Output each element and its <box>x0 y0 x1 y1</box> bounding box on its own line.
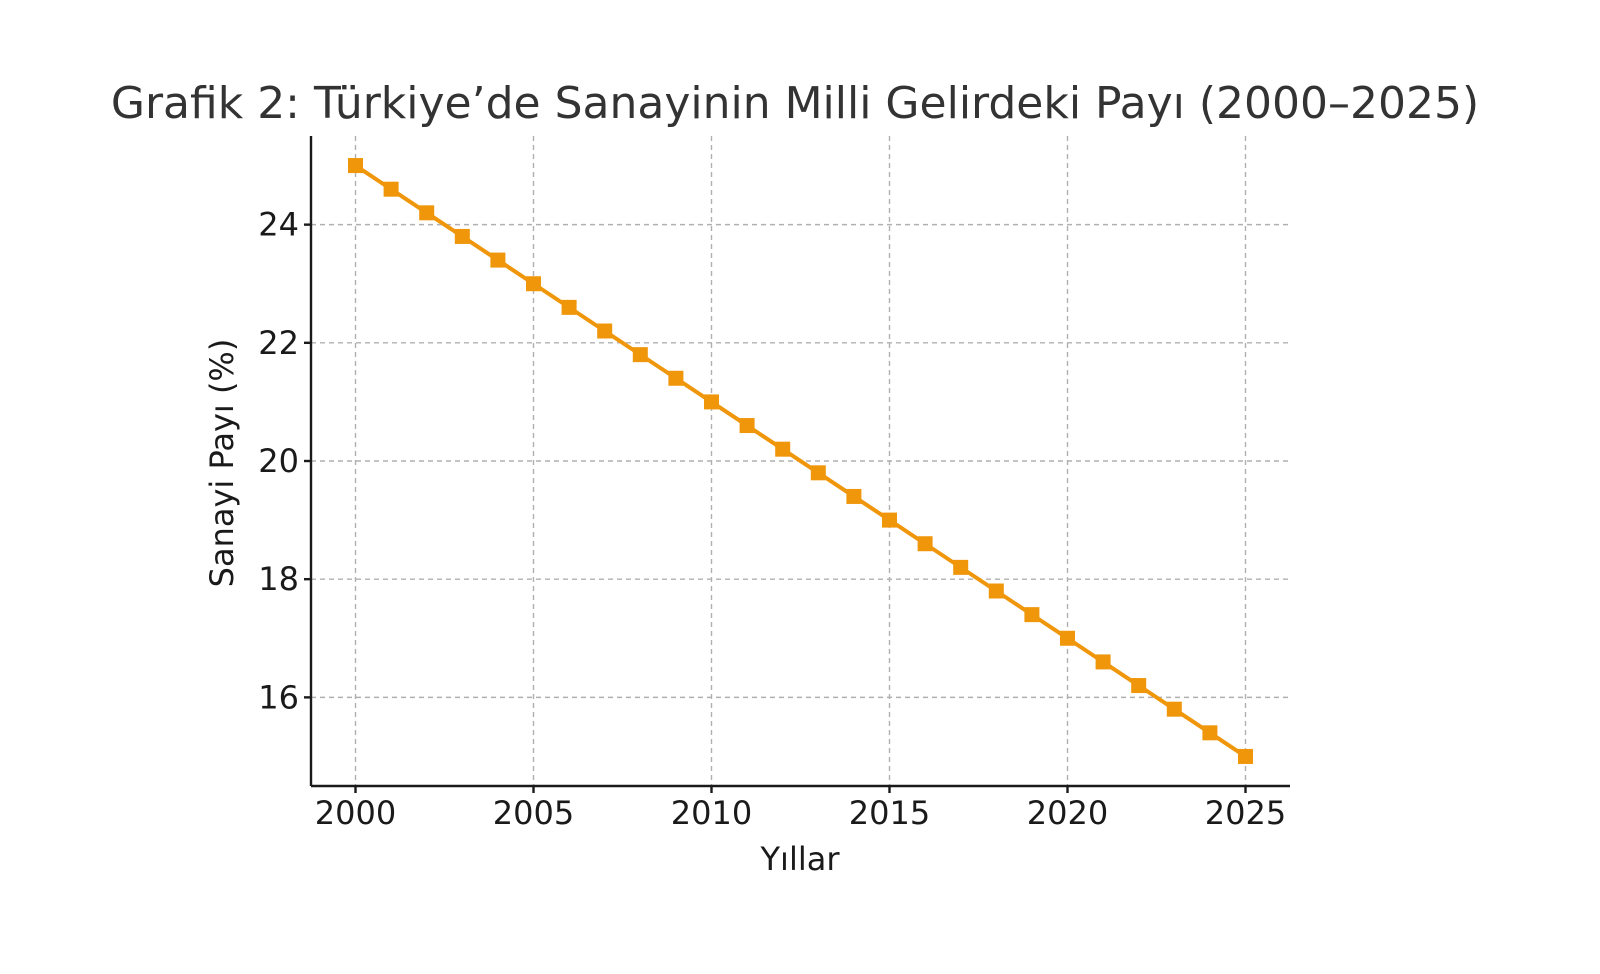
data-point-marker <box>1166 701 1182 717</box>
data-point-marker <box>810 465 826 481</box>
data-point-marker <box>1060 630 1075 646</box>
data-point-marker <box>953 559 969 575</box>
data-point-marker <box>739 418 755 434</box>
data-point-marker <box>526 276 541 292</box>
data-point-marker <box>383 181 399 197</box>
data-point-marker <box>597 323 613 339</box>
grid <box>311 136 1290 786</box>
data-point-marker <box>454 228 470 244</box>
data-point-marker <box>490 252 506 268</box>
axes <box>304 136 1290 793</box>
data-point-marker <box>1095 654 1111 670</box>
data-point-marker <box>917 536 933 552</box>
data-point-marker <box>988 583 1004 599</box>
data-point-marker <box>1024 607 1040 623</box>
data-point-marker <box>1238 748 1253 764</box>
chart-title: Grafik 2: Türkiye’de Sanayinin Milli Gel… <box>111 78 1479 129</box>
data-point-marker <box>348 158 363 174</box>
y-tick-label: 16 <box>258 678 299 716</box>
data-point-marker <box>882 512 897 528</box>
data-point-marker <box>1202 725 1218 741</box>
tick-labels: 2000 2005 2010 2015 2020 2025 16 18 20 22 24 <box>258 206 1286 832</box>
data-point-marker <box>561 299 577 315</box>
y-tick-label: 18 <box>258 560 299 598</box>
series-layer <box>348 158 1253 764</box>
y-tick-label: 24 <box>258 206 299 244</box>
data-point-marker <box>704 394 719 410</box>
x-tick-label: 2025 <box>1205 794 1286 832</box>
y-tick-label: 22 <box>258 324 299 362</box>
data-point-marker <box>632 347 648 363</box>
data-point-marker <box>775 441 791 457</box>
y-axis-label: Sanayi Payı (%) <box>203 339 241 588</box>
data-point-marker <box>668 370 684 386</box>
data-point-marker <box>419 205 435 221</box>
data-point-marker <box>846 488 862 504</box>
x-tick-label: 2005 <box>493 794 574 832</box>
x-tick-label: 2000 <box>315 794 396 832</box>
x-tick-label: 2010 <box>671 794 752 832</box>
data-point-marker <box>1131 678 1147 694</box>
x-tick-label: 2015 <box>849 794 930 832</box>
y-tick-label: 20 <box>258 442 299 480</box>
x-tick-label: 2020 <box>1027 794 1108 832</box>
x-axis-label: Yıllar <box>760 840 841 878</box>
